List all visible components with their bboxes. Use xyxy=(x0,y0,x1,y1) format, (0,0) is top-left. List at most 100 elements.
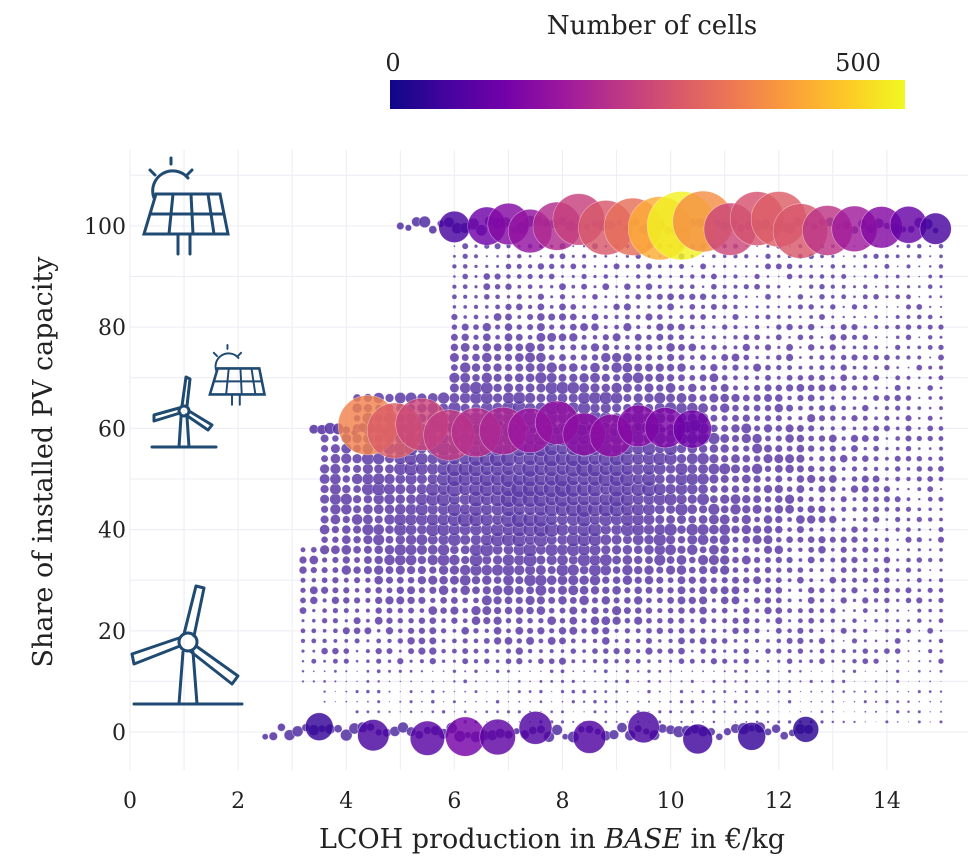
data-point xyxy=(754,689,760,694)
data-point xyxy=(451,263,458,270)
data-point xyxy=(721,303,728,310)
y-tick-label: 20 xyxy=(98,620,126,645)
data-point xyxy=(752,575,762,585)
data-point xyxy=(797,566,804,574)
data-point xyxy=(918,275,921,278)
data-point xyxy=(614,679,619,684)
data-point xyxy=(331,566,339,574)
data-point xyxy=(763,484,773,494)
data-point xyxy=(698,514,708,525)
data-point xyxy=(773,453,784,464)
data-point xyxy=(742,535,751,544)
data-point xyxy=(442,680,445,683)
data-point xyxy=(626,700,629,704)
data-point xyxy=(557,574,568,586)
data-point xyxy=(430,699,436,704)
data-point xyxy=(385,576,394,585)
data-point xyxy=(333,679,337,683)
data-point xyxy=(485,254,489,258)
data-point xyxy=(569,303,577,311)
data-point xyxy=(884,699,889,704)
data-point xyxy=(718,523,731,536)
data-point xyxy=(463,700,467,703)
data-point xyxy=(482,322,492,332)
data-point xyxy=(895,669,900,674)
data-point xyxy=(688,293,696,301)
data-point xyxy=(786,526,793,533)
data-point xyxy=(666,596,675,605)
data-point xyxy=(615,254,618,258)
data-point xyxy=(873,618,879,623)
data-point xyxy=(484,314,490,320)
data-point xyxy=(534,574,547,587)
data-point xyxy=(906,517,911,522)
data-point xyxy=(766,700,770,703)
data-point xyxy=(763,606,773,615)
colorbar-gradient xyxy=(390,80,905,109)
data-point xyxy=(797,415,803,421)
data-point xyxy=(309,585,319,595)
data-point xyxy=(645,343,653,352)
data-point xyxy=(721,414,729,422)
data-point xyxy=(863,325,868,330)
data-point xyxy=(515,616,524,625)
data-point xyxy=(502,391,515,405)
data-point xyxy=(668,700,673,704)
data-point xyxy=(561,700,564,704)
data-point xyxy=(686,534,698,546)
data-point xyxy=(753,556,761,564)
data-point xyxy=(611,605,622,616)
data-point xyxy=(874,365,878,370)
data-point xyxy=(885,335,889,339)
data-point xyxy=(730,463,741,474)
data-point xyxy=(603,294,608,299)
data-point xyxy=(623,282,632,291)
data-point xyxy=(472,334,480,341)
data-point xyxy=(829,364,836,371)
data-point xyxy=(571,274,576,279)
data-point xyxy=(516,637,523,645)
data-point xyxy=(895,244,900,248)
data-point xyxy=(852,598,857,603)
data-point xyxy=(600,352,611,363)
data-point xyxy=(355,649,359,653)
data-point xyxy=(352,494,362,504)
data-point xyxy=(504,303,513,311)
data-point xyxy=(841,284,847,290)
data-point xyxy=(731,627,740,635)
data-point xyxy=(763,453,773,464)
data-point xyxy=(656,293,664,301)
data-point xyxy=(469,381,483,395)
data-point xyxy=(700,344,706,351)
data-point xyxy=(895,314,901,320)
data-point xyxy=(928,669,932,673)
data-point xyxy=(808,455,814,462)
data-point xyxy=(622,554,633,566)
data-point xyxy=(535,352,547,363)
data-point xyxy=(698,504,708,514)
data-point xyxy=(895,446,901,451)
data-point xyxy=(438,575,449,585)
data-point xyxy=(570,638,577,644)
data-point xyxy=(320,535,329,544)
data-point xyxy=(864,720,867,723)
data-point xyxy=(460,626,470,636)
data-point xyxy=(568,606,578,616)
x-tick-label: 8 xyxy=(556,789,570,814)
data-point xyxy=(429,597,436,604)
data-point xyxy=(473,244,479,249)
data-point xyxy=(366,700,370,704)
data-point xyxy=(928,618,933,623)
data-point xyxy=(472,343,480,352)
data-point xyxy=(776,254,781,259)
data-point xyxy=(689,324,696,330)
data-point xyxy=(776,284,781,289)
data-point xyxy=(764,556,772,564)
data-point xyxy=(853,710,856,713)
data-point xyxy=(341,464,351,474)
data-point xyxy=(613,596,621,604)
data-point xyxy=(741,433,752,444)
data-point xyxy=(818,657,826,665)
data-point xyxy=(676,362,687,373)
data-point xyxy=(495,648,500,654)
